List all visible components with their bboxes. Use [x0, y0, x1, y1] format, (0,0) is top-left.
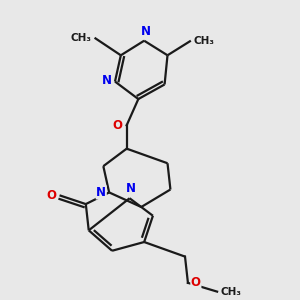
Text: N: N — [102, 74, 112, 87]
Text: N: N — [96, 186, 106, 199]
Text: N: N — [126, 182, 136, 195]
Text: CH₃: CH₃ — [70, 33, 92, 43]
Text: O: O — [191, 276, 201, 290]
Text: CH₃: CH₃ — [194, 36, 215, 46]
Text: O: O — [112, 119, 122, 132]
Text: O: O — [46, 189, 57, 202]
Text: CH₃: CH₃ — [220, 286, 241, 297]
Text: N: N — [141, 25, 151, 38]
